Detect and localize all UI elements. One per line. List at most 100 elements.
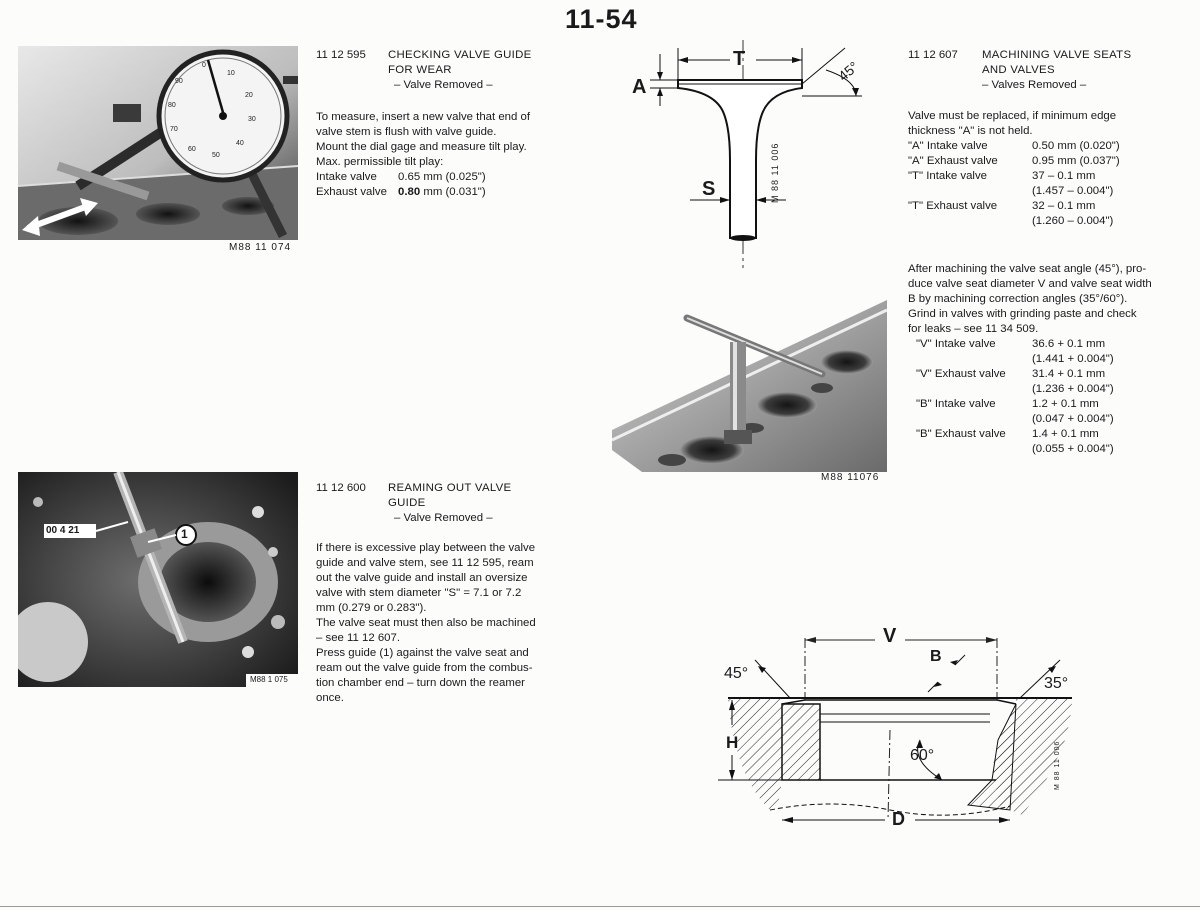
dimension-label-t: T — [733, 48, 746, 70]
text-line: The valve seat must then also be machine… — [316, 617, 536, 629]
text-line: once. — [316, 692, 344, 704]
section-header: 11 12 595 CHECKING VALVE GUIDE FOR WEAR … — [316, 48, 586, 93]
dial-number: 40 — [236, 140, 244, 147]
section-machining-valve-seats: 11 12 607 MACHINING VALVE SEATS AND VALV… — [908, 48, 1200, 457]
dial-number: 60 — [188, 146, 196, 153]
spec-table: "A" Intake valve 0.50 mm (0.020") "A" Ex… — [908, 139, 1200, 229]
spec-row: "V" Exhaust valve 31.4 + 0.1 mm (1.236 + … — [916, 367, 1200, 397]
dial-number: 90 — [175, 78, 183, 85]
callout-1: 1 — [181, 527, 188, 541]
paragraph: To measure, insert a new valve that end … — [316, 110, 586, 170]
spec-label: "T" Exhaust valve — [908, 200, 998, 212]
dimension-label-v: V — [883, 625, 897, 647]
spec-value: 0.80 mm (0.031") — [398, 186, 486, 198]
text-line: valve stem is flush with valve guide. — [316, 126, 497, 138]
figure-caption: M88 1 075 — [250, 675, 288, 684]
spec-row: "A" Intake valve 0.50 mm (0.020") — [908, 139, 1200, 154]
section-code: 11 12 600 — [316, 482, 366, 494]
spec-label: "A" Exhaust valve — [908, 155, 998, 167]
spec-value: 1.4 + 0.1 mm (0.055 + 0.004") — [1032, 428, 1114, 455]
text-line: B by machining correction angles (35°/60… — [908, 293, 1128, 305]
section-title: REAMING OUT VALVE GUIDE – Valve Removed … — [388, 481, 511, 526]
spec-label: "B" Intake valve — [916, 398, 996, 410]
spec-row: "B" Intake valve 1.2 + 0.1 mm (0.047 + 0.… — [916, 397, 1200, 427]
text-line: To measure, insert a new valve that end … — [316, 111, 531, 123]
dial-number: 20 — [245, 92, 253, 99]
section-subtitle: – Valves Removed – — [982, 79, 1087, 91]
text-line: Mount the dial gage and measure tilt pla… — [316, 141, 527, 153]
spec-row: "A" Exhaust valve 0.95 mm (0.037") — [908, 154, 1200, 169]
text-line: duce valve seat diameter V and valve sea… — [908, 278, 1152, 290]
text-line: Press guide (1) against the valve seat a… — [316, 647, 529, 659]
page-bottom-rule — [0, 906, 1200, 907]
spec-value: 0.65 mm (0.025") — [398, 171, 486, 183]
spec-value: 0.50 mm (0.020") — [1032, 140, 1120, 152]
section-reaming-valve-guide: 11 12 600 REAMING OUT VALVE GUIDE – Valv… — [316, 481, 586, 706]
dial-number: 70 — [170, 126, 178, 133]
page-number: 11-54 — [565, 4, 638, 34]
paragraph: After machining the valve seat angle (45… — [908, 262, 1200, 337]
spec-value: 36.6 + 0.1 mm (1.441 + 0.004") — [1032, 338, 1114, 365]
dimension-label-b: B — [930, 648, 942, 665]
text-line: thickness "A" is not held. — [908, 125, 1033, 137]
section-title: MACHINING VALVE SEATS AND VALVES – Valve… — [982, 48, 1131, 93]
spec-row: "T" Exhaust valve 32 – 0.1 mm (1.260 – 0.… — [908, 199, 1200, 229]
angle-label-60: 60° — [910, 747, 935, 764]
figure-caption: M 88 11 006 — [770, 142, 780, 203]
text-line: out the valve guide and install an overs… — [316, 572, 528, 584]
paragraph: If there is excessive play between the v… — [316, 541, 586, 706]
dial-number: 0 — [202, 62, 206, 69]
text-line: If there is excessive play between the v… — [316, 542, 536, 554]
spec-label: "B" Exhaust valve — [916, 428, 1006, 440]
text-line: for leaks – see 11 34 509. — [908, 323, 1039, 335]
section-header: 11 12 607 MACHINING VALVE SEATS AND VALV… — [908, 48, 1200, 93]
dimension-label-h: H — [726, 733, 739, 752]
figure-caption: M 88 11 006 — [1054, 740, 1061, 790]
spec-row: "V" Intake valve 36.6 + 0.1 mm (1.441 + 0… — [916, 337, 1200, 367]
title-line: GUIDE — [388, 497, 426, 509]
text-line: ream out the valve guide from the combus… — [316, 662, 533, 674]
spec-table: "V" Intake valve 36.6 + 0.1 mm (1.441 + 0… — [908, 337, 1200, 457]
text-line: Max. permissible tilt play: — [316, 156, 444, 168]
paragraph: Valve must be replaced, if minimum edge … — [908, 109, 1200, 139]
section-header: 11 12 600 REAMING OUT VALVE GUIDE – Valv… — [316, 481, 586, 526]
spec-label: "V" Intake valve — [916, 338, 996, 350]
figure-caption: M88 11076 — [818, 472, 883, 484]
spec-value: 0.95 mm (0.037") — [1032, 155, 1120, 167]
text-line: – see 11 12 607. — [316, 632, 401, 644]
section-title: CHECKING VALVE GUIDE FOR WEAR – Valve Re… — [388, 48, 532, 93]
text-line: tion chamber end – turn down the reamer — [316, 677, 525, 689]
spec-label: "A" Intake valve — [908, 140, 988, 152]
angle-label-35: 35° — [1044, 675, 1069, 692]
dial-number: 80 — [168, 102, 176, 109]
spec-value: 37 – 0.1 mm (1.457 – 0.004") — [1032, 170, 1114, 197]
text-line: Valve must be replaced, if minimum edge — [908, 110, 1117, 122]
section-code: 11 12 595 — [316, 49, 366, 61]
dial-gauge-photo — [18, 46, 298, 240]
section-code: 11 12 607 — [908, 49, 958, 61]
valve-seat-section-diagram: V B H D 45° 35° 60° — [710, 620, 1090, 832]
dial-number: 30 — [248, 116, 256, 123]
title-line: AND VALVES — [982, 64, 1055, 76]
spec-row: "B" Exhaust valve 1.4 + 0.1 mm (0.055 + 0… — [916, 427, 1200, 457]
section-subtitle: – Valve Removed – — [394, 79, 493, 91]
spec-label: Exhaust valve — [316, 186, 387, 198]
spec-label: "T" Intake valve — [908, 170, 987, 182]
spec-row: "T" Intake valve 37 – 0.1 mm (1.457 – 0.0… — [908, 169, 1200, 199]
valve-dimension-diagram: T A S 45° — [630, 40, 870, 270]
title-line: REAMING OUT VALVE — [388, 482, 512, 494]
spec-value: 32 – 0.1 mm (1.260 – 0.004") — [1032, 200, 1114, 227]
dial-number: 50 — [212, 152, 220, 159]
figure-caption: M88 11 074 — [226, 242, 295, 254]
spec-label: Intake valve — [316, 171, 377, 183]
dimension-label-a: A — [632, 76, 647, 98]
text-line: mm (0.279 or 0.283"). — [316, 602, 427, 614]
dial-number: 10 — [227, 70, 235, 77]
spec-value: 1.2 + 0.1 mm (0.047 + 0.004") — [1032, 398, 1114, 425]
title-line: FOR WEAR — [388, 64, 452, 76]
spec-value: 31.4 + 0.1 mm (1.236 + 0.004") — [1032, 368, 1114, 395]
tool-number-label: 00 4 21 — [46, 525, 80, 536]
title-line: CHECKING VALVE GUIDE — [388, 49, 532, 61]
text-line: Grind in valves with grinding paste and … — [908, 308, 1137, 320]
text-line: valve with stem diameter "S" = 7.1 or 7.… — [316, 587, 522, 599]
